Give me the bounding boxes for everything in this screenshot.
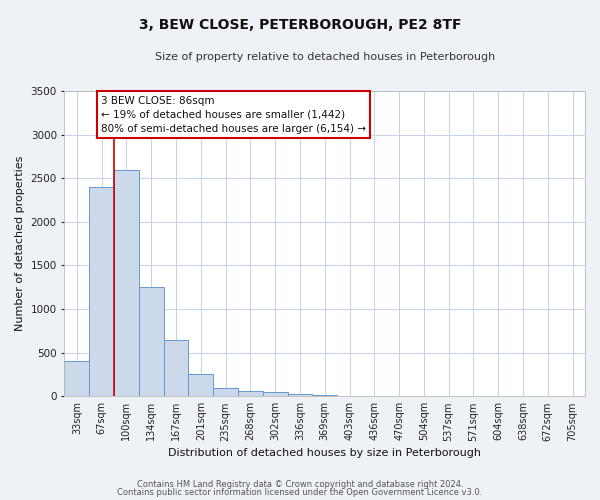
Bar xyxy=(164,340,188,396)
Y-axis label: Number of detached properties: Number of detached properties xyxy=(15,156,25,332)
Bar xyxy=(213,388,238,396)
Text: Contains public sector information licensed under the Open Government Licence v3: Contains public sector information licen… xyxy=(118,488,482,497)
Bar xyxy=(313,394,337,396)
Bar xyxy=(263,392,287,396)
Bar xyxy=(287,394,313,396)
Bar xyxy=(238,391,263,396)
Bar xyxy=(64,362,89,396)
Bar xyxy=(139,288,164,397)
Text: Contains HM Land Registry data © Crown copyright and database right 2024.: Contains HM Land Registry data © Crown c… xyxy=(137,480,463,489)
Bar xyxy=(89,187,114,396)
Text: 3, BEW CLOSE, PETERBOROUGH, PE2 8TF: 3, BEW CLOSE, PETERBOROUGH, PE2 8TF xyxy=(139,18,461,32)
Text: 3 BEW CLOSE: 86sqm
← 19% of detached houses are smaller (1,442)
80% of semi-deta: 3 BEW CLOSE: 86sqm ← 19% of detached hou… xyxy=(101,96,366,134)
Title: Size of property relative to detached houses in Peterborough: Size of property relative to detached ho… xyxy=(155,52,495,62)
X-axis label: Distribution of detached houses by size in Peterborough: Distribution of detached houses by size … xyxy=(168,448,481,458)
Bar xyxy=(114,170,139,396)
Bar xyxy=(188,374,213,396)
